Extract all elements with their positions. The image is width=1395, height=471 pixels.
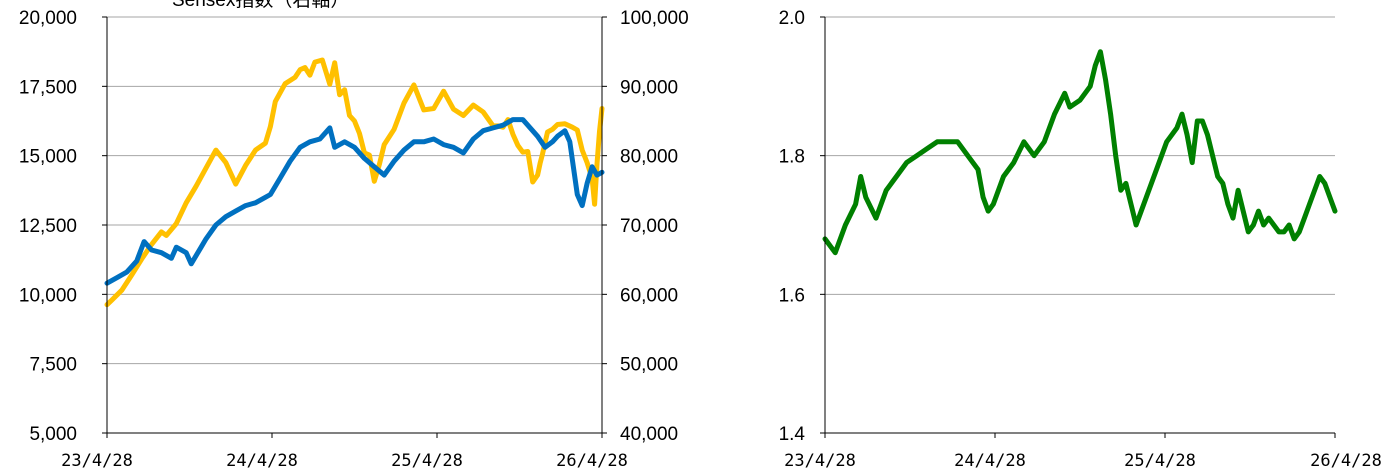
chart-1: 20,000 17,500 15,000 12,500 10,000 7,500 5,000…: [19, 0, 689, 471]
left-tick-label: 7,500: [29, 355, 77, 376]
right-tick-label: 40,000: [620, 424, 678, 445]
left-tick-label: 17,500: [19, 77, 77, 98]
x-tick-label: 23/4/28: [61, 451, 133, 471]
chart-2: 2.0 1.8 1.6 1.4 23/4/28 24/4/28 25/4/28 26/4/2…: [779, 8, 1382, 471]
series-line-1: [822, 49, 1338, 256]
chart-1-annotation: Sensex指数（右軸）: [172, 0, 349, 11]
left-tick-label: 10,000: [19, 285, 77, 306]
left-tick-label: 12,500: [19, 216, 77, 237]
right-tick-label: 60,000: [620, 285, 678, 306]
x-tick-label: 26/4/28: [556, 451, 628, 471]
right-tick-label: 100,000: [620, 8, 689, 29]
chart-2-y-axis-labels: 2.0 1.8 1.6 1.4: [779, 8, 806, 445]
series-line-1: [104, 57, 605, 308]
right-tick-label: 70,000: [620, 216, 678, 237]
x-tick-label: 24/4/28: [226, 451, 298, 471]
x-tick-label: 26/4/28: [1310, 451, 1382, 471]
left-tick-label: 20,000: [19, 8, 77, 29]
chart-2-axes: [820, 16, 1336, 438]
x-tick-label: 25/4/28: [391, 451, 463, 471]
right-tick-label: 90,000: [620, 77, 678, 98]
series-line-2: [104, 117, 605, 286]
chart-2-gridlines: [825, 16, 1335, 434]
x-tick-label: 23/4/28: [784, 451, 856, 471]
chart-1-left-axis-labels: 20,000 17,500 15,000 12,500 10,000 7,500 5,000: [19, 8, 77, 445]
left-tick-label: 15,000: [19, 147, 77, 168]
x-tick-label: 25/4/28: [1124, 451, 1196, 471]
y-tick-label: 1.4: [779, 424, 806, 445]
chart-1-gridlines: [107, 16, 602, 434]
y-tick-label: 1.6: [779, 285, 805, 306]
chart-1-x-axis-labels: 23/4/28 24/4/28 25/4/28 26/4/28: [61, 451, 628, 471]
left-tick-label: 5,000: [29, 424, 77, 445]
right-tick-label: 50,000: [620, 355, 678, 376]
chart-1-axes: [102, 16, 607, 438]
y-tick-label: 1.8: [779, 147, 805, 168]
y-tick-label: 2.0: [779, 8, 805, 29]
chart-2-x-axis-labels: 23/4/28 24/4/28 25/4/28 26/4/28: [784, 451, 1382, 471]
chart-1-series: [104, 57, 605, 308]
x-tick-label: 24/4/28: [954, 451, 1026, 471]
chart-2-series: [822, 49, 1338, 256]
right-tick-label: 80,000: [620, 147, 678, 168]
chart-1-right-axis-labels: 100,000 90,000 80,000 70,000 60,000 50,000 40,…: [620, 8, 689, 445]
